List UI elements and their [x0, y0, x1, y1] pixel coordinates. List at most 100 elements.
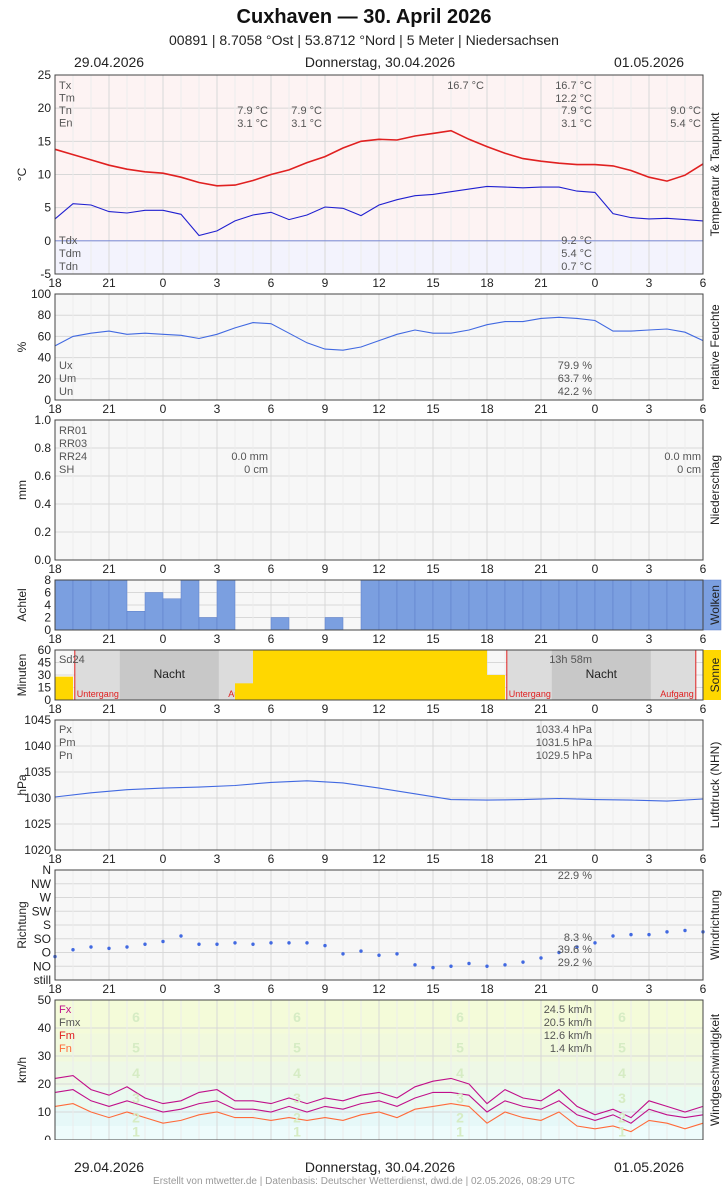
direction-point: [251, 942, 255, 946]
direction-point: [413, 963, 417, 967]
bar: [486, 579, 506, 631]
x-tick-label: 6: [268, 702, 275, 716]
bar: [630, 579, 650, 631]
x-tick-label: 9: [322, 562, 329, 576]
bar: [594, 579, 614, 631]
direction-point: [89, 945, 93, 949]
bar: [180, 579, 200, 631]
x-tick-label: 6: [268, 982, 275, 996]
bar: [307, 650, 325, 700]
stat-label-sh: SH: [59, 464, 74, 476]
y-tick-label: 1045: [24, 713, 51, 727]
page-subtitle: 00891 | 8.7058 °Ost | 53.8712 °Nord | 5 …: [169, 32, 559, 48]
stat-en-right: 3.1 °C: [561, 118, 592, 130]
y-tick-label: 5: [44, 201, 51, 215]
x-tick-label: 21: [534, 702, 548, 716]
stat-label-tdn: Tdn: [59, 261, 78, 273]
x-tick-label: 0: [592, 702, 599, 716]
stat-value-fm: 12.6 km/h: [544, 1030, 592, 1042]
direction-point: [467, 961, 471, 966]
x-tick-label: 21: [534, 982, 548, 996]
stat-label-pm: Pm: [59, 737, 76, 749]
bar: [54, 579, 74, 631]
x-tick-label: 3: [646, 402, 653, 416]
x-tick-label: 21: [534, 402, 548, 416]
bft-label: 6: [132, 1009, 140, 1025]
x-tick-label: 15: [426, 852, 440, 866]
x-tick-label: 18: [48, 562, 62, 576]
x-tick-label: 6: [268, 402, 275, 416]
direction-point: [287, 941, 291, 945]
y-axis-label: Richtung: [15, 901, 29, 948]
side-label: Sonne: [708, 657, 722, 692]
x-tick-label: 12: [372, 702, 386, 716]
panel-frame: [54, 74, 704, 275]
stat-value-rr24: 0.0 mm: [231, 451, 268, 463]
bar: [414, 579, 434, 631]
x-tick-label: 15: [426, 276, 440, 290]
bft-label: 4: [456, 1065, 464, 1081]
y-axis-label: Minuten: [15, 654, 29, 697]
side-label: Luftdruck (NHN): [708, 742, 722, 829]
x-tick-label: 3: [214, 632, 221, 646]
bft-label: 1: [618, 1124, 626, 1140]
x-tick-label: 3: [646, 702, 653, 716]
stat-label-en: En: [59, 118, 72, 130]
y-tick-label: 60: [38, 329, 52, 343]
night-core: [119, 650, 219, 700]
direction-point: [197, 942, 201, 946]
x-tick-label: 6: [268, 632, 275, 646]
bar: [468, 579, 488, 631]
stat-label-rr01: RR01: [59, 425, 87, 437]
bft-label: 5: [456, 1040, 464, 1056]
bar: [433, 650, 451, 700]
direction-point: [557, 950, 561, 955]
y-tick-label: 0: [44, 1133, 51, 1140]
x-tick-label: 18: [480, 852, 494, 866]
y-tick-label: 0.4: [34, 497, 51, 511]
x-tick-label: 12: [372, 632, 386, 646]
stat-label-um: Um: [59, 373, 76, 385]
bar: [378, 579, 398, 631]
y-axis-label: °C: [15, 167, 29, 181]
bar: [504, 579, 524, 631]
bft-label: 1: [132, 1124, 140, 1140]
bar: [415, 650, 433, 700]
y-tick-label: 80: [38, 308, 52, 322]
y-tick-label: 25: [38, 68, 52, 82]
y-tick-label: W: [40, 891, 52, 905]
x-tick-label: 15: [426, 632, 440, 646]
y-tick-label: 0.8: [34, 441, 51, 455]
x-tick-label: 0: [160, 562, 167, 576]
panel-frame: [54, 719, 704, 851]
x-tick-label: 18: [480, 982, 494, 996]
bar: [666, 579, 686, 631]
bar: [576, 579, 596, 631]
stat-label-fmx: Fmx: [59, 1017, 81, 1029]
direction-point: [485, 964, 489, 968]
bar: [343, 650, 361, 700]
stat-label-rr03: RR03: [59, 438, 87, 450]
series-line-2: [54, 185, 704, 237]
stat-tn-1: 7.9 °C: [237, 105, 268, 117]
bar: [397, 650, 415, 700]
x-tick-label: 15: [426, 562, 440, 576]
y-tick-label: 50: [38, 993, 52, 1007]
bar: [162, 598, 182, 631]
sunrise-label: Aufgang: [660, 689, 694, 699]
stat-label-fn: Fn: [59, 1043, 72, 1055]
x-tick-label: 12: [372, 852, 386, 866]
y-axis-label: mm: [15, 480, 29, 500]
direction-point: [269, 941, 273, 945]
bar: [198, 617, 218, 631]
stat-label-tm: Tm: [59, 93, 75, 105]
date-left-bottom: 29.04.2026: [74, 1159, 145, 1175]
stat-value-pn: 1029.5 hPa: [536, 750, 593, 762]
stat-label-tn: Tn: [59, 105, 72, 117]
bar: [703, 650, 721, 700]
y-tick-label: 45: [38, 656, 52, 670]
y-tick-label: S: [43, 918, 51, 932]
stat-value-tdm: 5.4 °C: [561, 248, 592, 260]
bft-label: 6: [618, 1009, 626, 1025]
y-tick-label: 10: [38, 1105, 52, 1119]
